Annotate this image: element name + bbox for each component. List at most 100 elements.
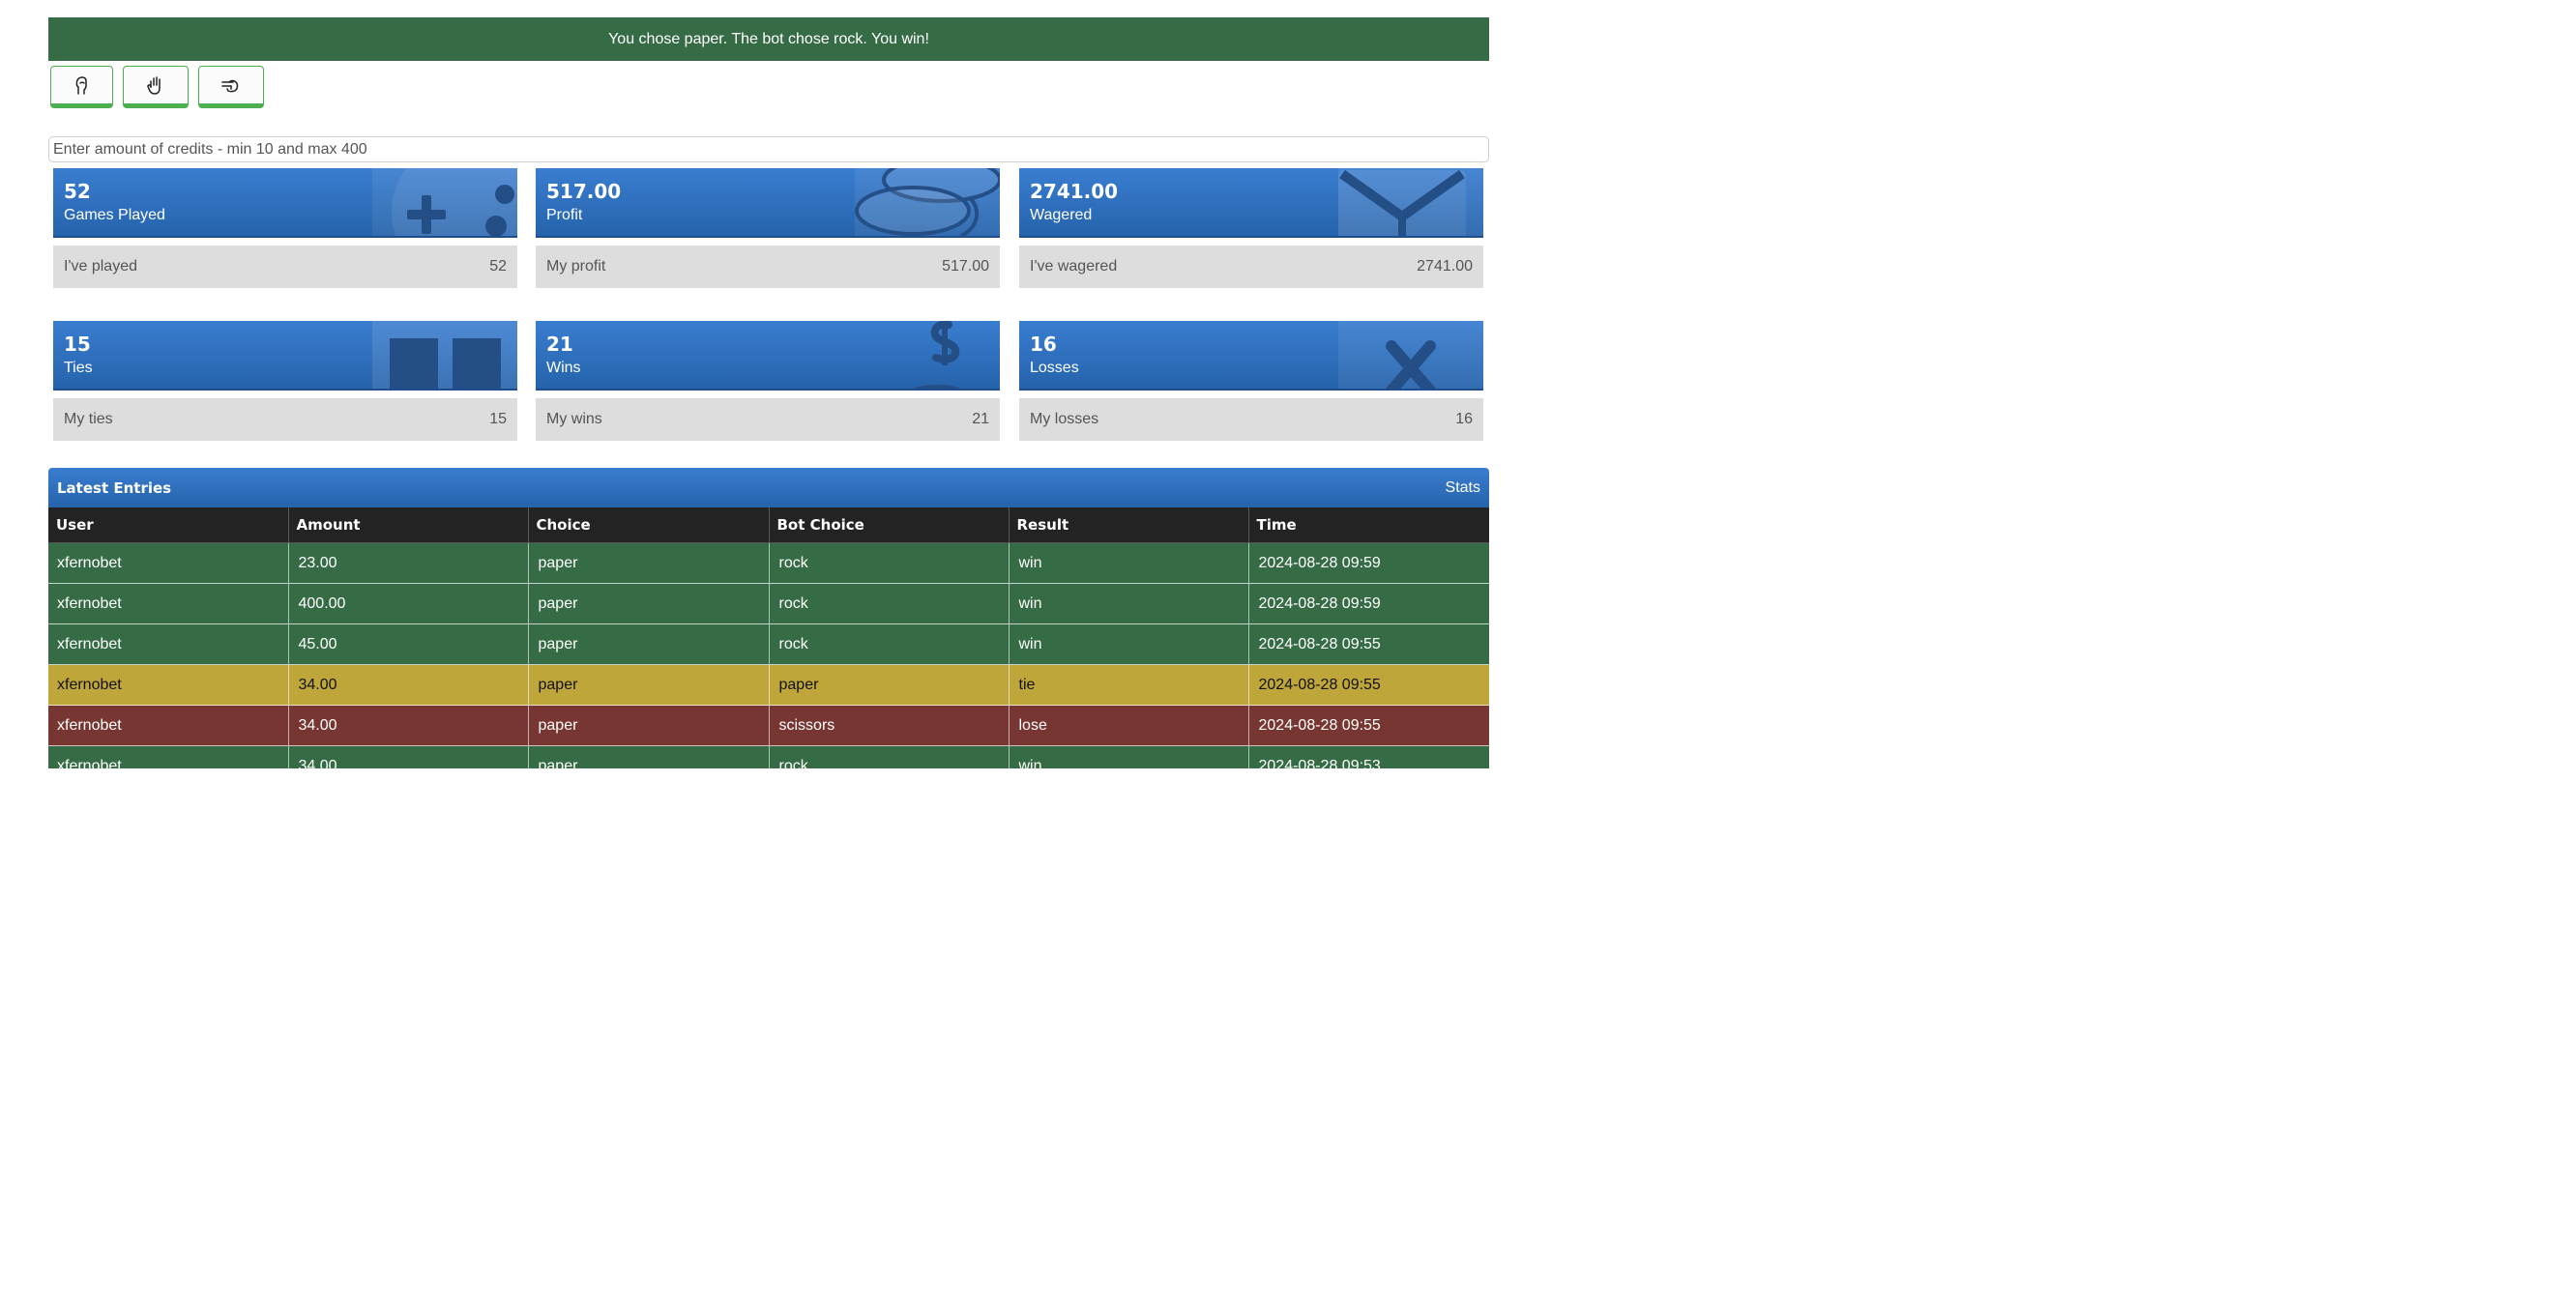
table-row: xfernobet 23.00 paper rock win 2024-08-2…: [48, 542, 1489, 584]
cell-time: 2024-08-28 09:53: [1247, 745, 1489, 768]
rock-button[interactable]: [50, 66, 113, 108]
page: You chose paper. The bot chose rock. You…: [0, 0, 1505, 768]
columns-icon: [372, 321, 517, 389]
profit-footer-value: 517.00: [942, 258, 989, 275]
cell-user: xfernobet: [48, 705, 288, 746]
cell-choice: paper: [527, 745, 769, 768]
cell-result: lose: [1008, 705, 1248, 746]
cell-bot-choice: paper: [768, 664, 1009, 706]
pointing-hand-icon: [220, 74, 243, 96]
cell-user: xfernobet: [48, 542, 288, 584]
games-played-footer: I've played 52: [53, 246, 517, 288]
cell-amount: 34.00: [287, 745, 528, 768]
cell-result: win: [1008, 542, 1248, 584]
cell-bot-choice: rock: [768, 623, 1009, 665]
profit-footer: My profit 517.00: [536, 246, 1000, 288]
column-header-amount: Amount: [287, 507, 528, 543]
losses-footer-value: 16: [1455, 411, 1473, 427]
cell-amount: 23.00: [287, 542, 528, 584]
wagered-footer: I've wagered 2741.00: [1019, 246, 1483, 288]
column-header-time: Time: [1247, 507, 1489, 543]
wagered-card: 2741.00 Wagered: [1019, 168, 1483, 238]
dollar-icon: [855, 321, 1000, 389]
wins-footer-value: 21: [972, 411, 989, 427]
cell-bot-choice: rock: [768, 745, 1009, 768]
table-row: xfernobet 45.00 paper rock win 2024-08-2…: [48, 623, 1489, 665]
result-banner: You chose paper. The bot chose rock. You…: [48, 17, 1489, 61]
paper-button[interactable]: [123, 66, 189, 108]
cell-result: win: [1008, 583, 1248, 624]
profit-label: Profit: [546, 207, 583, 223]
games-played-label: Games Played: [64, 207, 165, 223]
x-mark-icon: [1338, 321, 1483, 389]
cell-bot-choice: rock: [768, 583, 1009, 624]
cell-amount: 34.00: [287, 705, 528, 746]
latest-entries-header: Latest Entries Stats: [48, 468, 1489, 507]
entries-table: User Amount Choice Bot Choice Result Tim…: [48, 507, 1489, 768]
cell-amount: 34.00: [287, 664, 528, 706]
wagered-footer-value: 2741.00: [1417, 258, 1473, 275]
losses-card: 16 Losses: [1019, 321, 1483, 391]
cell-user: xfernobet: [48, 623, 288, 665]
cell-time: 2024-08-28 09:55: [1247, 705, 1489, 746]
wagered-value: 2741.00: [1030, 180, 1119, 203]
table-row: xfernobet 400.00 paper rock win 2024-08-…: [48, 583, 1489, 624]
column-header-user: User: [48, 507, 288, 543]
table-row: xfernobet 34.00 paper paper tie 2024-08-…: [48, 664, 1489, 706]
cell-choice: paper: [527, 664, 769, 706]
losses-footer: My losses 16: [1019, 398, 1483, 441]
cell-result: win: [1008, 623, 1248, 665]
games-played-value: 52: [64, 180, 91, 203]
profit-card: 517.00 Profit: [536, 168, 1000, 238]
cell-choice: paper: [527, 583, 769, 624]
cell-amount: 400.00: [287, 583, 528, 624]
wagered-label: Wagered: [1030, 207, 1093, 223]
column-header-bot-choice: Bot Choice: [768, 507, 1009, 543]
scissors-button[interactable]: [198, 66, 264, 108]
profit-value: 517.00: [546, 180, 622, 203]
cell-result: tie: [1008, 664, 1248, 706]
coins-icon: [855, 168, 1000, 236]
stats-link[interactable]: Stats: [1445, 478, 1480, 496]
ties-footer-value: 15: [489, 411, 507, 427]
cell-amount: 45.00: [287, 623, 528, 665]
ties-footer-label: My ties: [64, 411, 113, 427]
open-hand-icon: [145, 74, 166, 96]
table-header-row: User Amount Choice Bot Choice Result Tim…: [48, 507, 1489, 543]
cell-time: 2024-08-28 09:59: [1247, 542, 1489, 584]
games-played-card: 52 Games Played: [53, 168, 517, 238]
ties-label: Ties: [64, 360, 93, 376]
cell-user: xfernobet: [48, 745, 288, 768]
wins-label: Wins: [546, 360, 581, 376]
fist-icon: [72, 74, 93, 96]
column-header-choice: Choice: [527, 507, 769, 543]
ties-card: 15 Ties: [53, 321, 517, 391]
cell-time: 2024-08-28 09:55: [1247, 623, 1489, 665]
ties-footer: My ties 15: [53, 398, 517, 441]
table-row: xfernobet 34.00 paper scissors lose 2024…: [48, 705, 1489, 746]
wins-footer: My wins 21: [536, 398, 1000, 441]
cell-bot-choice: scissors: [768, 705, 1009, 746]
column-header-result: Result: [1008, 507, 1248, 543]
wins-card: 21 Wins: [536, 321, 1000, 391]
games-played-footer-label: I've played: [64, 258, 137, 275]
profit-footer-label: My profit: [546, 258, 606, 275]
cell-choice: paper: [527, 542, 769, 584]
gamepad-icon: [372, 168, 517, 236]
table-row: xfernobet 34.00 paper rock win 2024-08-2…: [48, 745, 1489, 768]
cell-time: 2024-08-28 09:55: [1247, 664, 1489, 706]
wagered-footer-label: I've wagered: [1030, 258, 1118, 275]
cell-bot-choice: rock: [768, 542, 1009, 584]
credits-input[interactable]: [48, 136, 1489, 162]
ties-value: 15: [64, 333, 91, 356]
wins-footer-label: My wins: [546, 411, 602, 427]
losses-value: 16: [1030, 333, 1057, 356]
envelope-icon: [1338, 168, 1483, 236]
cell-user: xfernobet: [48, 664, 288, 706]
latest-entries-title: Latest Entries: [57, 478, 172, 497]
cell-result: win: [1008, 745, 1248, 768]
losses-footer-label: My losses: [1030, 411, 1099, 427]
result-message: You chose paper. The bot chose rock. You…: [608, 30, 929, 47]
cell-choice: paper: [527, 623, 769, 665]
cell-user: xfernobet: [48, 583, 288, 624]
